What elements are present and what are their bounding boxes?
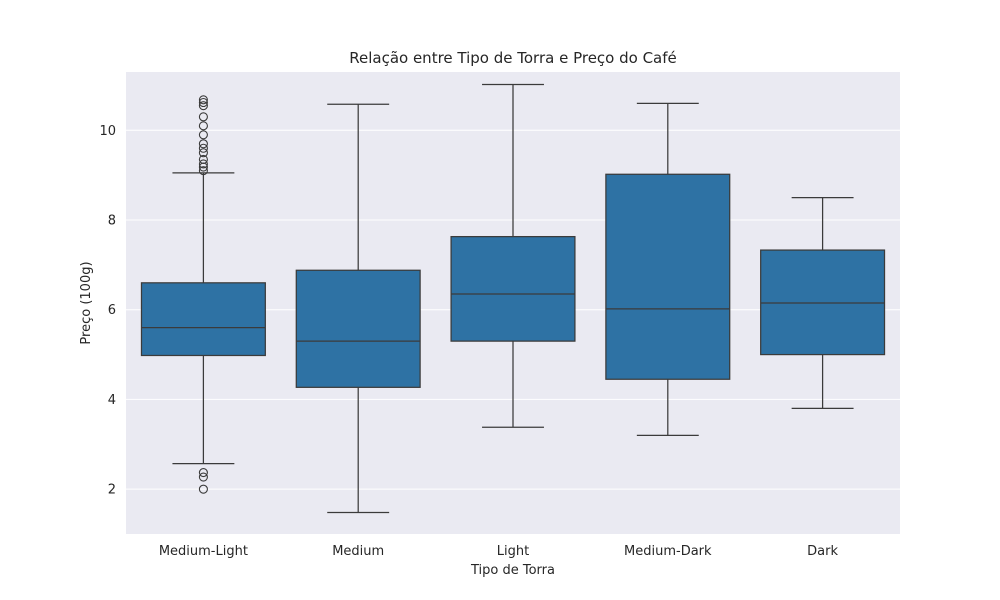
box-group [140,95,266,494]
outlier-point [198,472,208,482]
x-tick-label: Medium [332,544,384,559]
y-tick-label: 4 [108,393,116,408]
y-tick-label: 2 [108,483,116,498]
x-tick-label: Dark [807,544,838,559]
outlier-point [198,112,208,122]
outlier-point [198,154,208,165]
x-tick-label: Light [497,544,529,559]
outlier-point [198,101,208,111]
iqr-box [450,235,576,342]
outlier-point [198,484,208,494]
box-group [760,196,886,410]
box-group [295,103,421,514]
outlier-point [198,467,208,478]
x-axis-ticks: Medium-Light Medium Light Medium-Dark Dark [159,544,839,559]
outlier-point [198,95,208,105]
iqr-box [140,282,266,357]
x-tick-label: Medium-Light [159,544,248,559]
y-tick-label: 6 [108,303,116,318]
outlier-point [198,148,208,158]
y-axis-label: Preço (100g) [79,261,94,344]
outlier-point [198,143,208,153]
chart-title: Relação entre Tipo de Torra e Preço do C… [349,49,677,67]
box-series [140,83,886,514]
outlier-point [198,159,208,169]
outlier-point [198,139,208,149]
x-tick-label: Medium-Dark [624,544,712,559]
y-axis-ticks: 2 4 6 8 10 [99,124,116,498]
box-group [605,102,731,436]
iqr-box [760,249,886,356]
outlier-point [198,97,208,108]
iqr-box [605,173,731,380]
y-tick-label: 10 [99,124,116,139]
outlier-point [198,166,208,176]
outlier-point [198,130,208,140]
iqr-box [295,269,421,388]
outlier-point [198,121,208,131]
box-group [450,83,576,428]
x-axis-label: Tipo de Torra [470,563,555,578]
y-tick-label: 8 [108,214,116,229]
